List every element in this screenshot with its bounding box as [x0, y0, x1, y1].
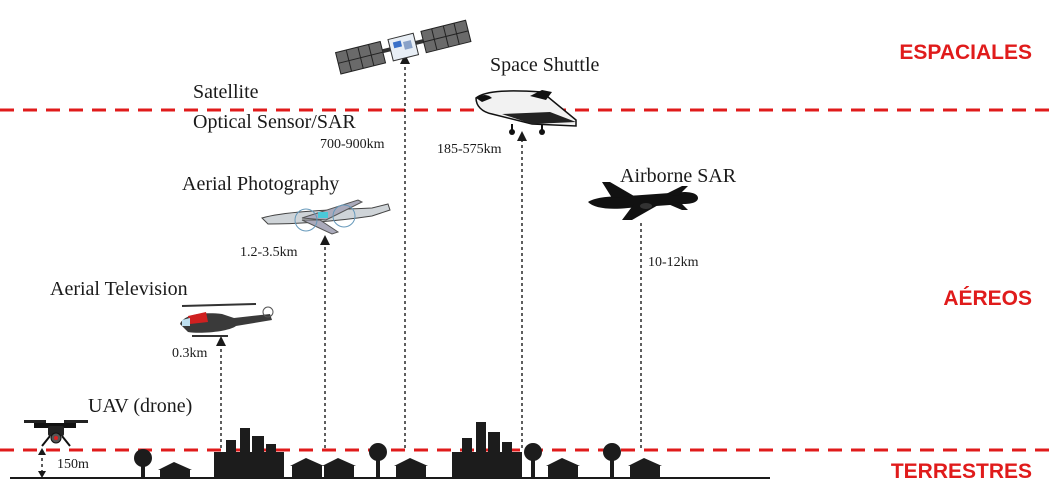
label-aerial-television: Aerial Television: [50, 278, 188, 300]
helicopter-icon: [180, 303, 274, 337]
label-airborne-sar: Airborne SAR: [620, 165, 737, 187]
label-satellite-line2: Optical Sensor/SAR: [193, 111, 356, 133]
label-space-shuttle: Space Shuttle: [490, 54, 600, 76]
survey-plane-icon: [261, 199, 391, 235]
altitude-arrows: [41, 60, 642, 474]
altitude-airborne-sar: 10-12km: [648, 255, 699, 270]
altitude-aerial-television: 0.3km: [172, 346, 208, 361]
zone-label-terrestrial: TERRESTRES: [891, 460, 1032, 483]
jet-plane-icon: [588, 182, 698, 220]
zone-label-aerial: AÉREOS: [943, 287, 1032, 310]
zone-label-space: ESPACIALES: [899, 41, 1032, 64]
drone-icon: [24, 420, 88, 447]
arrow-heads: [38, 54, 527, 478]
altitude-satellite: 700-900km: [320, 137, 385, 152]
city-skyline-icon: [214, 422, 522, 478]
label-satellite-line1: Satellite: [193, 81, 259, 103]
altitude-space-shuttle: 185-575km: [437, 142, 502, 157]
tree-icon: [134, 443, 621, 478]
label-aerial-photography: Aerial Photography: [182, 173, 339, 195]
label-uav: UAV (drone): [88, 395, 192, 417]
satellite-icon: [334, 19, 472, 75]
space-shuttle-icon: [475, 90, 577, 135]
altitude-aerial-photography: 1.2-3.5km: [240, 245, 298, 260]
altitude-uav: 150m: [57, 457, 89, 472]
house-icon: [158, 458, 662, 478]
